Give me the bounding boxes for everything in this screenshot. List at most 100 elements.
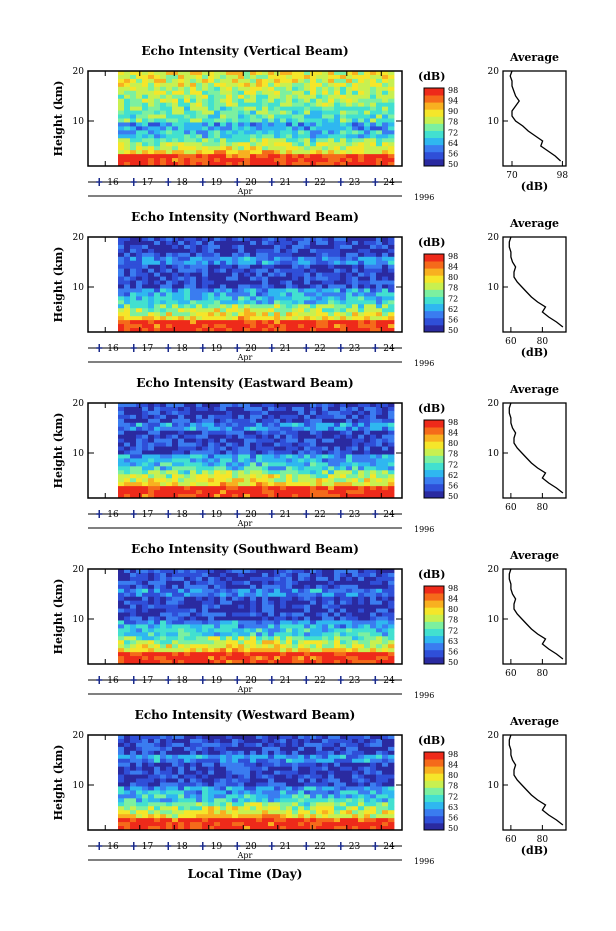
heatmap-cell [376, 240, 383, 246]
heatmap-cell [352, 454, 359, 459]
heatmap-cell [226, 592, 233, 598]
heatmap-cell [268, 300, 275, 305]
heatmap-cell [154, 648, 161, 653]
heatmap-cell [142, 790, 149, 795]
x-tick-label: 18 [176, 344, 188, 354]
heatmap-cell [208, 162, 215, 167]
heatmap-cell [382, 418, 389, 424]
heatmap-cell [226, 90, 233, 96]
heatmap-cell [358, 288, 365, 293]
heatmap-cell [166, 450, 173, 455]
heatmap-cell [376, 252, 383, 258]
heatmap-cell [208, 134, 215, 139]
heatmap-cell [334, 86, 341, 92]
heatmap-cell [280, 608, 287, 613]
heatmap-cell [202, 264, 209, 270]
heatmap-cell [118, 656, 125, 661]
heatmap-cell [262, 240, 269, 246]
heatmap-cell [178, 71, 185, 76]
heatmap-cell [184, 430, 191, 436]
heatmap-cell [142, 576, 149, 582]
heatmap-cell [130, 584, 137, 590]
heatmap-cell [238, 494, 245, 499]
heatmap-cell [256, 604, 263, 609]
x-tick-label: 18 [176, 510, 188, 520]
heatmap-cell [226, 414, 233, 420]
heatmap-cell [358, 304, 365, 309]
heatmap-cell [382, 438, 389, 443]
heatmap-cell [190, 90, 197, 96]
heatmap-cell [328, 569, 335, 574]
heatmap-cell [214, 474, 221, 479]
heatmap-cell [160, 588, 167, 594]
heatmap-cell [364, 134, 371, 139]
heatmap-cell [256, 418, 263, 424]
heatmap-cell [310, 86, 317, 92]
heatmap-cell [292, 466, 299, 471]
heatmap-cell [160, 794, 167, 799]
heatmap-cell [376, 90, 383, 96]
heatmap-cell [298, 422, 305, 428]
average-x-tick-label: 70 [506, 171, 518, 181]
heatmap-cell [256, 652, 263, 657]
heatmap-cell [118, 78, 125, 84]
heatmap-cell [118, 778, 125, 783]
heatmap-cell [370, 414, 377, 420]
heatmap-cell [166, 636, 173, 641]
heatmap-cell [160, 648, 167, 653]
heatmap-cell [292, 276, 299, 281]
heatmap-cell [262, 280, 269, 285]
heatmap-cell [166, 316, 173, 321]
heatmap-cell [298, 320, 305, 325]
heatmap-cell [202, 648, 209, 653]
heatmap-cell [124, 74, 131, 80]
heatmap-cell [208, 474, 215, 479]
heatmap-cell [220, 260, 227, 266]
heatmap-cell [376, 588, 383, 594]
heatmap-cell [196, 656, 203, 661]
heatmap-cell [322, 106, 329, 111]
heatmap-cell [334, 98, 341, 104]
heatmap-cell [124, 628, 131, 633]
heatmap-cell [280, 122, 287, 127]
heatmap-cell [304, 162, 311, 167]
heatmap-cell [130, 300, 137, 305]
heatmap-cell [364, 284, 371, 289]
heatmap-cell [370, 324, 377, 329]
heatmap-cell [388, 576, 395, 582]
heatmap-cell [214, 74, 221, 80]
heatmap-cell [274, 604, 281, 609]
heatmap-cell [232, 130, 239, 135]
heatmap-cell [154, 588, 161, 594]
x-tick-label: 24 [383, 344, 395, 354]
heatmap-cell [340, 490, 347, 495]
heatmap-cell [346, 272, 353, 277]
heatmap-cell [376, 296, 383, 301]
heatmap-cell [250, 280, 257, 285]
heatmap-cell [382, 569, 389, 574]
heatmap-cell [118, 324, 125, 329]
heatmap-cell [340, 410, 347, 416]
heatmap-cell [166, 762, 173, 768]
heatmap-cell [262, 656, 269, 661]
heatmap-cell [148, 616, 155, 621]
heatmap-cell [364, 466, 371, 471]
heatmap-cell [340, 86, 347, 92]
heatmap-cell [184, 620, 191, 625]
heatmap-cell [340, 648, 347, 653]
heatmap-cell [148, 142, 155, 147]
heatmap-cell [316, 130, 323, 135]
heatmap-cell [232, 403, 239, 408]
heatmap-cell [166, 288, 173, 293]
y-tick-label: 10 [73, 117, 85, 127]
heatmap-cell [250, 288, 257, 293]
heatmap-cell [316, 604, 323, 609]
heatmap-cell [316, 422, 323, 428]
heatmap-cell [160, 810, 167, 815]
heatmap-cell [382, 450, 389, 455]
heatmap-cell [232, 260, 239, 266]
heatmap-cell [274, 296, 281, 301]
heatmap-cell [178, 130, 185, 135]
heatmap-cell [232, 486, 239, 491]
heatmap-cell [274, 636, 281, 641]
